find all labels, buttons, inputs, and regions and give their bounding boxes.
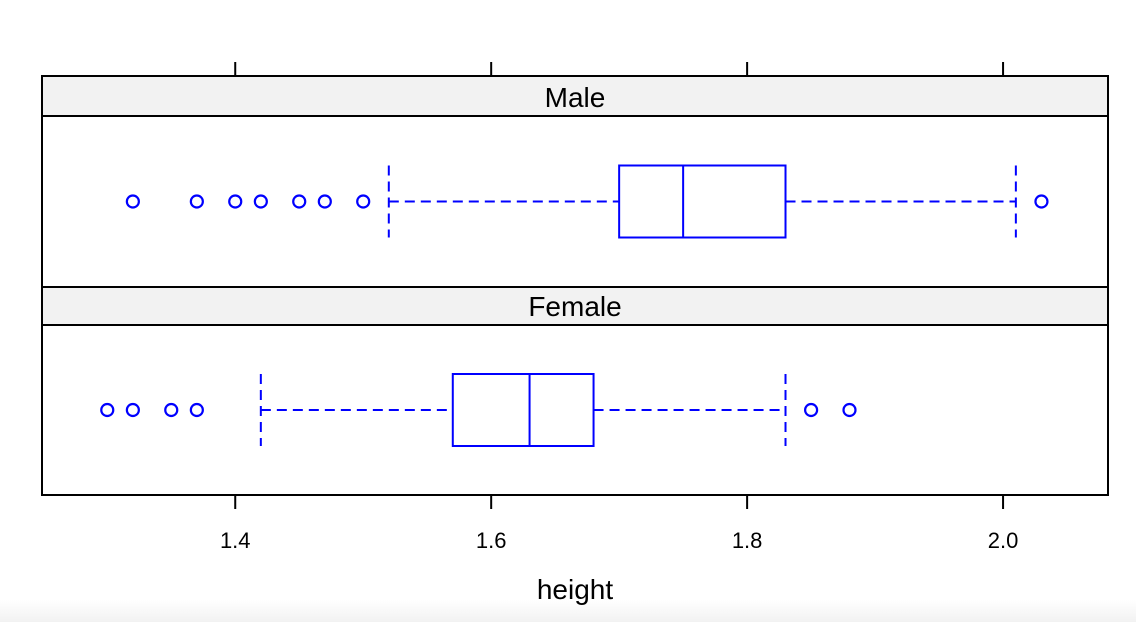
outlier-point bbox=[356, 194, 371, 209]
outlier-point bbox=[125, 194, 140, 209]
outlier-point bbox=[189, 194, 204, 209]
strip-label: Female bbox=[528, 291, 621, 322]
panel-frame bbox=[41, 324, 1109, 496]
outlier-point bbox=[292, 194, 307, 209]
x-tick-label: 1.8 bbox=[732, 528, 763, 553]
box bbox=[618, 164, 787, 239]
outlier-point bbox=[1034, 194, 1049, 209]
panel-male: Male bbox=[41, 75, 1109, 288]
outlier-point bbox=[253, 194, 268, 209]
outlier-point bbox=[317, 194, 332, 209]
strip bbox=[41, 75, 1109, 117]
strip-label: Male bbox=[545, 82, 606, 113]
outlier-point bbox=[189, 402, 204, 418]
outlier-point bbox=[804, 402, 819, 418]
bottom-fade bbox=[0, 600, 1136, 622]
strip bbox=[41, 286, 1109, 326]
x-tick-label: 2.0 bbox=[988, 528, 1019, 553]
outlier-point bbox=[228, 194, 243, 209]
panel-female: Female bbox=[41, 286, 1109, 496]
outlier-point bbox=[842, 402, 857, 418]
x-axis-label: height bbox=[537, 574, 614, 605]
box bbox=[451, 373, 595, 447]
outlier-point bbox=[100, 402, 115, 418]
x-tick-label: 1.4 bbox=[220, 528, 251, 553]
x-tick-label: 1.6 bbox=[476, 528, 507, 553]
outlier-point bbox=[164, 402, 179, 418]
outlier-point bbox=[125, 402, 140, 418]
